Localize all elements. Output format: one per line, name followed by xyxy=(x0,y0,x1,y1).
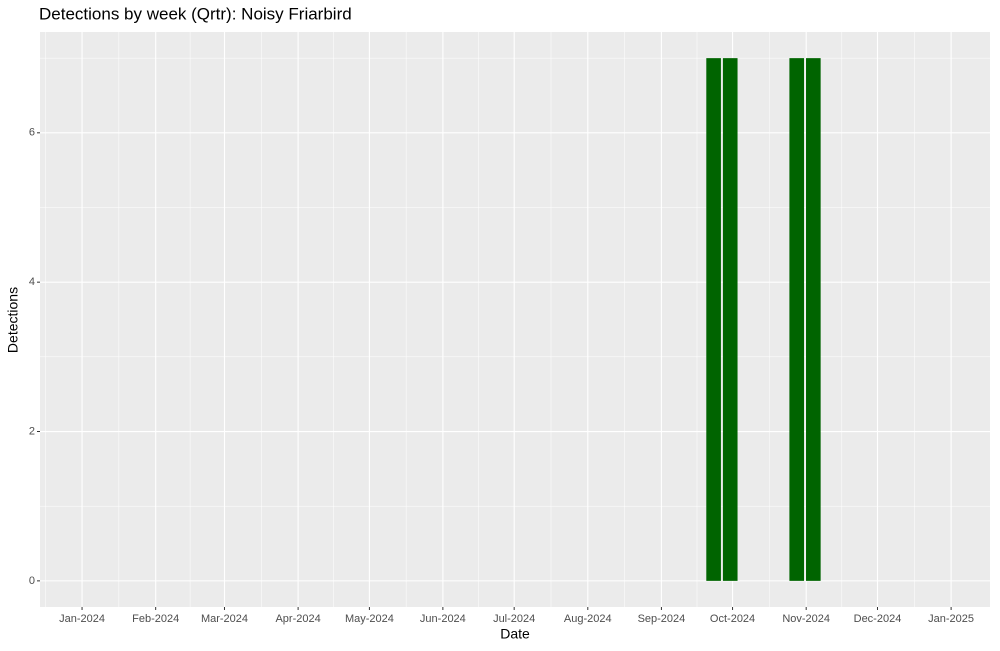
x-tick-label: Sep-2024 xyxy=(638,613,686,625)
bar xyxy=(806,58,821,581)
x-tick-label: Oct-2024 xyxy=(710,613,755,625)
x-tick-label: May-2024 xyxy=(345,613,394,625)
panel xyxy=(40,32,990,607)
x-tick-label: Jul-2024 xyxy=(493,613,535,625)
x-tick-label: Nov-2024 xyxy=(782,613,830,625)
x-tick-label: Dec-2024 xyxy=(854,613,902,625)
x-axis-label: Date xyxy=(500,626,530,642)
y-tick-label: 2 xyxy=(29,425,35,437)
y-tick-label: 0 xyxy=(29,575,35,587)
x-tick-label: Feb-2024 xyxy=(132,613,179,625)
x-tick-label: Jan-2025 xyxy=(928,613,974,625)
y-tick-label: 6 xyxy=(29,127,35,139)
x-tick-label: Aug-2024 xyxy=(564,613,612,625)
x-tick-label: Apr-2024 xyxy=(275,613,320,625)
chart-title: Detections by week (Qrtr): Noisy Friarbi… xyxy=(39,4,352,23)
x-tick-label: Jun-2024 xyxy=(420,613,466,625)
x-tick-label: Mar-2024 xyxy=(201,613,248,625)
y-axis-label: Detections xyxy=(5,287,21,353)
bar xyxy=(722,58,738,581)
y-tick-label: 4 xyxy=(29,276,35,288)
x-tick-label: Jan-2024 xyxy=(59,613,105,625)
bar xyxy=(789,58,805,581)
bar xyxy=(706,58,721,581)
